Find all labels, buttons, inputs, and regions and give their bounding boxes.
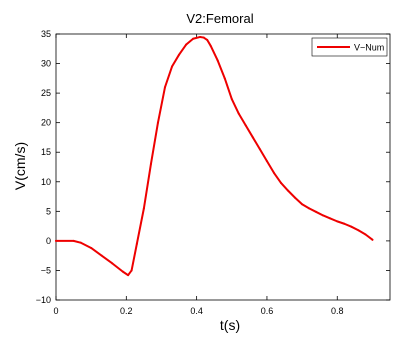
x-tick-label: 0.2 (120, 306, 133, 316)
series-point (199, 35, 202, 38)
series-point (72, 239, 75, 242)
series-point (237, 112, 240, 115)
x-tick-label: 0.8 (331, 306, 344, 316)
series-point (163, 86, 166, 89)
y-axis-label: V(cm/s) (12, 142, 28, 190)
series-point (90, 246, 93, 249)
series-point (294, 196, 297, 199)
series-point (149, 163, 152, 166)
x-axis-label: t(s) (220, 317, 240, 333)
series-point (287, 189, 290, 192)
y-tick-label: 0 (46, 236, 51, 246)
series-point (223, 77, 226, 80)
legend: V−Num (311, 37, 388, 57)
series-layer (55, 35, 374, 277)
y-tick-label: −5 (41, 265, 51, 275)
y-tick-label: 20 (41, 118, 51, 128)
x-axis: 0 0.2 0.4 0.6 0.8 (53, 34, 344, 316)
series-point (171, 65, 174, 68)
series-point (178, 53, 181, 56)
y-tick-label: 30 (41, 59, 51, 69)
x-tick-label: 0.4 (190, 306, 203, 316)
series-point (209, 44, 212, 47)
series-point (79, 241, 82, 244)
series-point (192, 37, 195, 40)
plot-area (55, 33, 391, 301)
legend-label: V−Num (354, 43, 384, 53)
y-tick-label: −10 (36, 295, 51, 305)
series-point (156, 121, 159, 124)
series-point (55, 239, 57, 242)
chart-title: V2:Femoral (186, 11, 253, 26)
series-point (135, 242, 138, 245)
series-point (315, 210, 318, 213)
y-tick-label: 25 (41, 88, 51, 98)
series-point (357, 229, 360, 232)
series-point (258, 148, 261, 151)
series-point (272, 171, 275, 174)
y-tick-label: 35 (41, 29, 51, 39)
series-point (111, 262, 114, 265)
y-tick-label: 5 (46, 206, 51, 216)
x-tick-label: 0 (53, 306, 58, 316)
y-tick-label: 15 (41, 147, 51, 157)
y-tick-label: 10 (41, 177, 51, 187)
series-point (280, 181, 283, 184)
series-point (371, 238, 374, 241)
series-point (216, 59, 219, 62)
series-point (350, 225, 353, 228)
series-point (230, 98, 233, 101)
series-point (265, 160, 268, 163)
series-point (336, 220, 339, 223)
series-point (100, 254, 103, 257)
series-point (206, 38, 209, 41)
series-point (130, 269, 133, 272)
series-point (329, 217, 332, 220)
series-point (251, 136, 254, 139)
y-axis: −10 −5 0 5 10 15 20 25 30 35 (36, 29, 390, 305)
x-tick-label: 0.6 (261, 306, 274, 316)
series-point (244, 124, 247, 127)
series-point (322, 214, 325, 217)
series-point (121, 270, 124, 273)
series-point (343, 222, 346, 225)
series-point (364, 233, 367, 236)
series-point (202, 36, 205, 39)
series-point (185, 43, 188, 46)
series-point (142, 207, 145, 210)
series-point (301, 203, 304, 206)
series-point (308, 207, 311, 210)
series-point (127, 274, 130, 277)
